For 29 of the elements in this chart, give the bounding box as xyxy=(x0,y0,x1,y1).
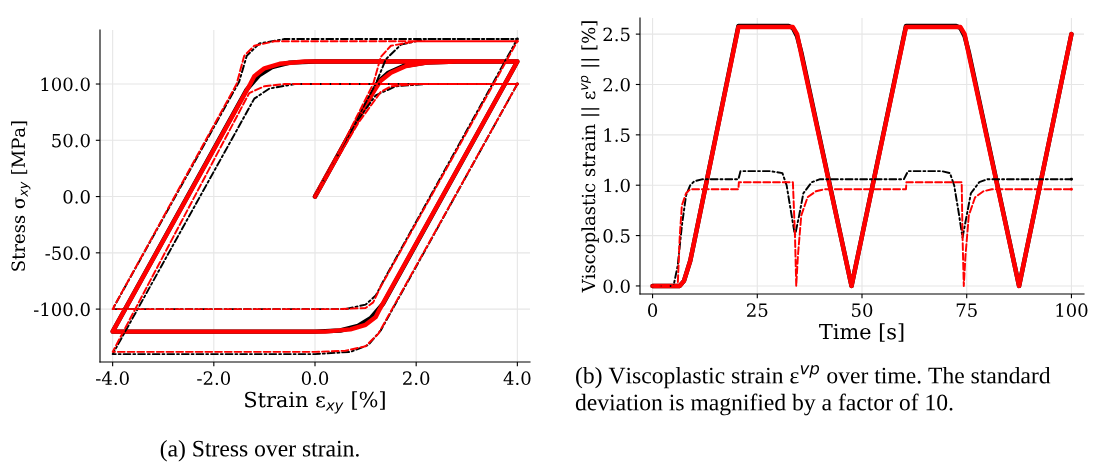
x-tick-label: -2.0 xyxy=(197,371,231,385)
y-tick-label: -100.0 xyxy=(33,302,90,317)
text: (a) Stress over strain. xyxy=(160,440,359,462)
y-tick-label: 1.0 xyxy=(604,178,630,193)
y-tick-label: -50.0 xyxy=(45,246,90,260)
x-tick-label: 50 xyxy=(852,303,873,317)
x-tick-label: 25 xyxy=(747,303,768,317)
x-tick-label: 4.0 xyxy=(503,371,531,385)
y-tick-label: 100.0 xyxy=(41,77,90,92)
x-tick-label: 0 xyxy=(648,303,658,317)
point xyxy=(1069,177,1073,181)
x-axis-title: Time [s] xyxy=(819,323,904,342)
y-tick-label: 0.5 xyxy=(603,229,630,243)
x-axis-title: Strain ε$_{xy}$ [%] xyxy=(245,391,385,414)
y-tick-label: 2.5 xyxy=(603,27,630,42)
y-tick-label: 2.0 xyxy=(603,77,630,92)
y-tick-label: 1.5 xyxy=(604,128,630,142)
y-tick-label: 0.0 xyxy=(603,279,630,294)
x-tick-label: 100 xyxy=(1056,303,1088,317)
x-tick-label: -4.0 xyxy=(96,371,129,385)
y-axis-title: Viscoplastic strain || ε$^{vp}$ || [%] xyxy=(581,21,600,293)
x-tick-label: 75 xyxy=(956,303,977,317)
y-tick-label: 0.0 xyxy=(63,190,90,204)
y-tick-label: 50.0 xyxy=(52,133,90,148)
x-tick-label: 2.0 xyxy=(403,371,430,385)
y-axis-title: Stress σ$_{xy}$ [MPa] xyxy=(11,121,31,271)
text: (b) Viscoplastic strain ε$^{vp}$ over time. The standard deviation is magnified by a factor of 10. xyxy=(575,365,1051,416)
x-tick-label: 0.0 xyxy=(301,371,329,385)
point xyxy=(1069,187,1073,191)
